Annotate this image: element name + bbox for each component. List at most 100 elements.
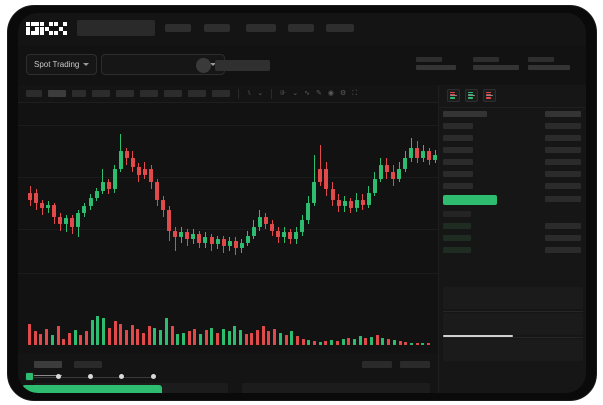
timeframe-2[interactable] bbox=[72, 90, 86, 97]
order-book-ask-amount[interactable] bbox=[545, 135, 581, 141]
nav-item-3[interactable] bbox=[288, 24, 314, 32]
candle bbox=[384, 103, 389, 303]
order-book-bid-price[interactable] bbox=[443, 211, 471, 217]
candlestick-chart[interactable] bbox=[18, 103, 438, 303]
volume-bar bbox=[136, 328, 140, 345]
order-book-ask-price[interactable] bbox=[443, 171, 473, 177]
candle-body bbox=[288, 232, 293, 240]
ticker-stat-2 bbox=[528, 57, 570, 70]
pair-name-label bbox=[215, 60, 270, 71]
order-book-ask-price[interactable] bbox=[443, 123, 473, 129]
place-order-button[interactable] bbox=[22, 385, 162, 393]
candle bbox=[306, 103, 311, 303]
order-book-ask-amount[interactable] bbox=[545, 123, 581, 129]
volume-bar bbox=[267, 331, 271, 345]
pencil-icon[interactable]: ✎ bbox=[315, 90, 322, 97]
candle-body bbox=[34, 192, 39, 203]
volume-bar bbox=[335, 340, 339, 345]
order-book-mode-line bbox=[486, 96, 491, 98]
order-book-bid-price[interactable] bbox=[443, 247, 471, 253]
amount-slider-handle[interactable] bbox=[25, 372, 34, 381]
settings-icon[interactable]: ⚙ bbox=[339, 90, 347, 97]
order-book-ask-amount[interactable] bbox=[545, 147, 581, 153]
candle bbox=[409, 103, 414, 303]
bottom-tab-1[interactable] bbox=[74, 361, 102, 368]
order-book-ask-price[interactable] bbox=[443, 135, 473, 141]
candle bbox=[342, 103, 347, 303]
order-book-bid-price[interactable] bbox=[443, 223, 471, 229]
okx-logo[interactable] bbox=[26, 22, 68, 35]
trendline-icon[interactable]: ∿ bbox=[304, 90, 310, 97]
volume-bar bbox=[392, 340, 396, 345]
price-field[interactable] bbox=[443, 287, 583, 309]
search-input[interactable] bbox=[77, 20, 155, 36]
timeframe-3[interactable] bbox=[92, 90, 110, 97]
volume-bar bbox=[421, 342, 425, 345]
bids-icon[interactable] bbox=[465, 89, 478, 102]
candle-body bbox=[263, 216, 268, 224]
timeframe-8[interactable] bbox=[212, 90, 230, 97]
order-book-bid-price[interactable] bbox=[443, 235, 471, 241]
timeframe-1[interactable] bbox=[48, 90, 66, 97]
candle bbox=[94, 103, 99, 303]
both-icon[interactable] bbox=[447, 89, 460, 102]
chevron-down-icon[interactable]: ⌄ bbox=[257, 90, 264, 97]
candle-body bbox=[366, 192, 371, 205]
order-book-ask-amount[interactable] bbox=[545, 183, 581, 189]
candle bbox=[106, 103, 111, 303]
candle bbox=[300, 103, 305, 303]
nav-item-0[interactable] bbox=[165, 24, 191, 32]
candle-body bbox=[155, 182, 160, 200]
nav-item-4[interactable] bbox=[326, 24, 354, 32]
indicator-icon[interactable]: ⑊ bbox=[247, 90, 252, 97]
order-book-bid-amount[interactable] bbox=[545, 235, 581, 241]
bottom-tab-0[interactable] bbox=[34, 361, 62, 368]
bottom-action-0[interactable] bbox=[362, 361, 392, 368]
candle bbox=[378, 103, 383, 303]
order-book-ask-price[interactable] bbox=[443, 183, 473, 189]
candle-body bbox=[378, 165, 383, 179]
chevron-down-icon[interactable]: ⌄ bbox=[292, 90, 299, 97]
market-type-dropdown[interactable]: Spot Trading bbox=[26, 54, 98, 75]
timeframe-4[interactable] bbox=[116, 90, 134, 97]
amount-slider-track[interactable] bbox=[27, 377, 153, 378]
volume-bar bbox=[387, 338, 391, 345]
candle bbox=[209, 103, 214, 303]
candle-wick bbox=[319, 144, 321, 186]
candle bbox=[391, 103, 395, 303]
candle-body bbox=[342, 201, 347, 207]
volume-bar bbox=[142, 332, 145, 345]
volume-bar bbox=[284, 335, 288, 345]
candle bbox=[403, 103, 408, 303]
order-book-ask-price[interactable] bbox=[443, 147, 473, 153]
magnet-icon[interactable]: ◉ bbox=[327, 90, 334, 97]
timeframe-7[interactable] bbox=[188, 90, 206, 97]
candle-body bbox=[209, 237, 214, 245]
chart-type-icon[interactable]: ⊪ bbox=[280, 90, 287, 97]
volume-bar bbox=[347, 337, 351, 345]
timeframe-0[interactable] bbox=[26, 90, 42, 97]
order-book-ask-price[interactable] bbox=[443, 159, 473, 165]
nav-item-1[interactable] bbox=[204, 24, 230, 32]
timeframe-6[interactable] bbox=[164, 90, 182, 97]
fullscreen-icon[interactable]: ⛶ bbox=[352, 90, 358, 97]
nav-item-2[interactable] bbox=[246, 24, 276, 32]
order-book-bid-amount[interactable] bbox=[545, 247, 581, 253]
active-tab-indicator bbox=[34, 375, 62, 376]
asks-icon[interactable] bbox=[483, 89, 496, 102]
bottom-action-1[interactable] bbox=[400, 361, 430, 368]
amount-field[interactable] bbox=[443, 313, 583, 335]
order-book-ask-amount[interactable] bbox=[545, 171, 581, 177]
app-screen: Spot Trading ⑊ ⌄ ⊪ ⌄ ∿ ✎ ◉ ⚙ ⛶ bbox=[18, 13, 586, 393]
volume-histogram bbox=[18, 303, 438, 353]
order-book-mode-line bbox=[486, 92, 491, 93]
candle bbox=[215, 103, 220, 303]
candle-body bbox=[28, 192, 32, 200]
order-book-ask-amount[interactable] bbox=[545, 159, 581, 165]
candle-body bbox=[106, 182, 111, 190]
order-book-bid-amount[interactable] bbox=[545, 223, 581, 229]
candle bbox=[124, 103, 129, 303]
candle-body bbox=[239, 242, 244, 248]
timeframe-5[interactable] bbox=[140, 90, 158, 97]
total-field[interactable] bbox=[443, 339, 583, 361]
